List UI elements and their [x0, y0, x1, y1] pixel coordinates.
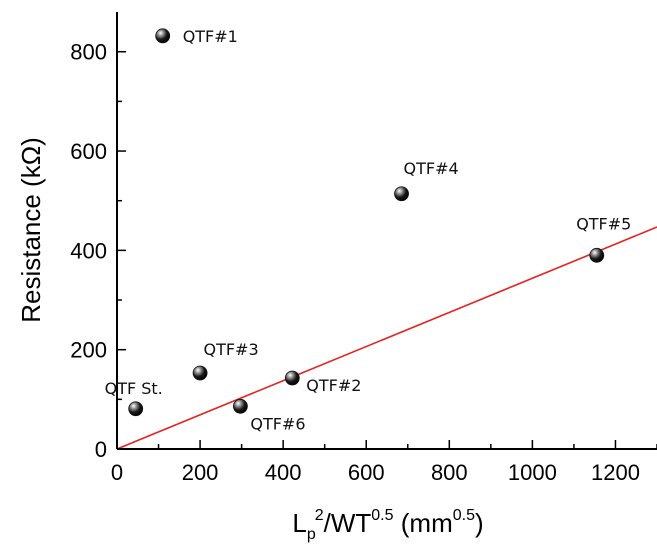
data-point-label: QTF#4: [404, 159, 459, 178]
data-point-label: QTF#6: [250, 414, 305, 433]
y-tick-label: 400: [70, 238, 107, 263]
data-point-label: QTF St.: [105, 379, 163, 398]
y-tick-label: 800: [70, 40, 107, 65]
x-axis-title: Lp2/WT0.5 (mm0.5): [292, 507, 483, 543]
fit-line-layer: [117, 226, 657, 449]
x-title-mid: /WT: [324, 508, 372, 538]
data-point-label: QTF#2: [306, 376, 361, 395]
x-tick-label: 800: [431, 460, 468, 485]
x-title-unit-close: ): [475, 508, 484, 538]
x-title-unit-sup: 0.5: [453, 507, 475, 524]
axes: 0 200 400 600 800 1000 1200 0 200 400 600 800: [70, 12, 657, 485]
data-point-label: QTF#3: [203, 340, 258, 359]
data-point: [284, 370, 300, 386]
data-point: [232, 398, 248, 414]
x-title-sup2: 0.5: [371, 507, 393, 524]
data-point-label: QTF#5: [576, 214, 631, 233]
data-point: [394, 186, 409, 202]
x-tick-label: 600: [348, 460, 385, 485]
y-axis-title: Resistance (kΩ): [16, 137, 46, 323]
x-tick-label: 200: [182, 460, 219, 485]
y-tick-label: 600: [70, 139, 107, 164]
data-point: [155, 28, 171, 44]
x-title-sub: p: [307, 526, 316, 543]
fit-line: [117, 226, 657, 449]
x-title-sup1: 2: [315, 507, 324, 524]
x-title-base: L: [292, 508, 306, 538]
x-tick-label: 1000: [508, 460, 557, 485]
x-tick-label: 1200: [591, 460, 640, 485]
y-tick-label: 200: [70, 338, 107, 363]
data-points: QTF#1 QTF#4 QTF#5 QTF#3 QTF#2 QTF St. QTF#6: [105, 27, 632, 433]
x-tick-label: 0: [111, 460, 123, 485]
data-point: [128, 401, 144, 417]
x-title-unit-open: (mm: [394, 508, 453, 538]
data-point: [589, 247, 605, 263]
y-tick-label: 0: [95, 437, 107, 462]
data-point: [192, 365, 208, 381]
data-point-label: QTF#1: [183, 27, 238, 46]
x-tick-label: 400: [265, 460, 302, 485]
